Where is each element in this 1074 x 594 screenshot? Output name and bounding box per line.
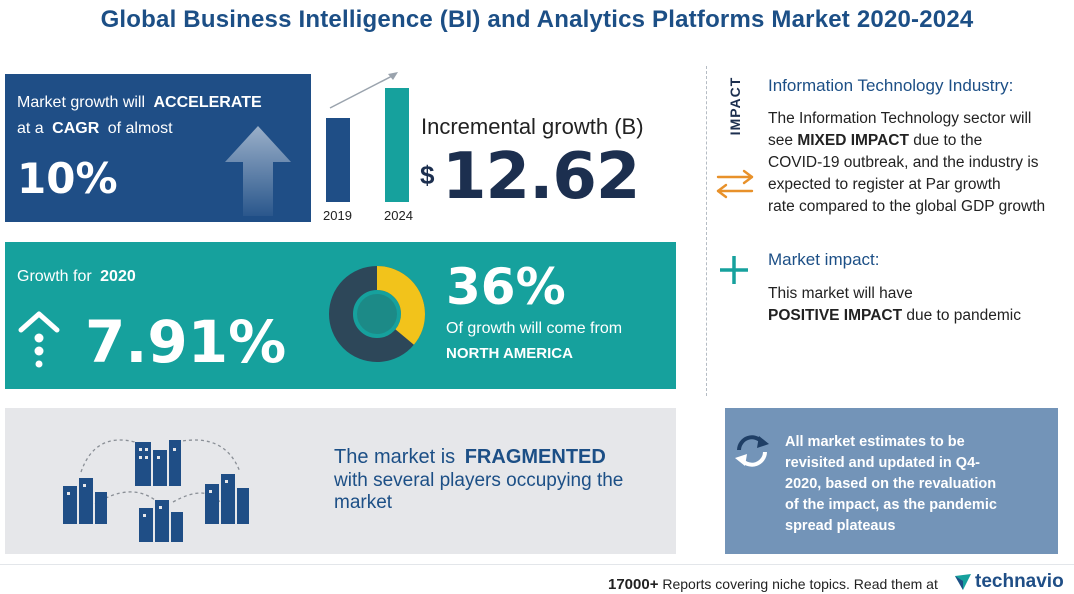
donut-center — [357, 294, 397, 334]
trend-arrow-icon — [388, 72, 398, 80]
note-line4: of the impact, as the pandemic — [785, 497, 997, 513]
industry-heading: Information Technology Industry: — [768, 76, 1014, 95]
incremental-label: Incremental growth (B) — [421, 114, 644, 139]
note-line1: All market estimates to be — [785, 434, 965, 450]
page-title: Global Business Intelligence (BI) and An… — [100, 6, 974, 33]
growth-value: 7.91% — [85, 308, 287, 376]
growth-label: Growth for 2020 — [17, 268, 136, 286]
refresh-icon — [735, 435, 769, 467]
technavio-logo-icon — [955, 574, 971, 590]
fragmented-line1: The market is FRAGMENTED — [334, 446, 606, 469]
industry-line1: The Information Technology sector will — [768, 110, 1032, 127]
industry-line4: expected to register at Par growth — [768, 176, 1001, 193]
region-name: NORTH AMERICA — [446, 345, 573, 362]
region-text: Of growth will come from — [446, 320, 623, 337]
industry-line2-emph: MIXED IMPACT — [797, 132, 909, 149]
industry-line2-suffix: due to the — [913, 132, 983, 149]
footer-count: 17000+ — [608, 576, 659, 593]
buildings-network-icon — [63, 439, 249, 542]
estimates-note-text: All market estimates to be revisited and… — [785, 432, 1051, 537]
market-impact-line2-suffix: due to pandemic — [906, 307, 1021, 324]
trend-line — [329, 73, 397, 109]
region-donut — [329, 266, 425, 362]
industry-line5: rate compared to the global GDP growth — [768, 198, 1046, 215]
cagr-line1-emph: ACCELERATE — [153, 94, 262, 111]
region-share: 36% — [446, 258, 566, 316]
cagr-line2-suffix: of almost — [107, 120, 173, 137]
fragmented-line3: market — [334, 492, 393, 513]
growth-up-icon — [18, 311, 60, 368]
cagr-line2-emph: CAGR — [52, 120, 100, 137]
growth-label-year: 2020 — [100, 268, 136, 285]
year-start-label: 2019 — [323, 208, 352, 223]
year-end-label: 2024 — [384, 208, 413, 223]
market-impact-heading: Market impact: — [768, 250, 880, 269]
cagr-panel: Market growth will ACCELERATE at a CAGR … — [5, 74, 311, 222]
cagr-line1: Market growth will ACCELERATE — [17, 94, 262, 112]
industry-line3: COVID-19 outbreak, and the industry is — [768, 154, 1039, 171]
industry-line2: see MIXED IMPACT due to the — [768, 130, 1074, 152]
incremental-value: 12.62 — [442, 140, 640, 214]
cagr-line1-prefix: Market growth will — [17, 94, 146, 111]
bar-2019 — [326, 118, 350, 202]
industry-text: The Information Technology sector will s… — [768, 108, 1074, 218]
fragmented-line2: with several players occupying the — [334, 470, 624, 491]
footer-caption: Reports covering niche topics. Read them… — [662, 576, 938, 592]
note-line2: revisited and updated in Q4- — [785, 455, 980, 471]
footer-divider — [0, 564, 1074, 565]
industry-line2-prefix: see — [768, 132, 793, 149]
growth-label-prefix: Growth for — [17, 268, 92, 285]
incremental-bars — [326, 72, 409, 202]
cagr-line2: at a CAGR of almost — [17, 120, 173, 138]
impact-vertical-label: IMPACT — [727, 76, 743, 136]
impact-divider — [706, 66, 707, 396]
note-line5: spread plateaus — [785, 518, 896, 534]
cagr-value: 10% — [17, 154, 118, 203]
currency-symbol: $ — [420, 160, 435, 190]
technavio-brand[interactable]: technavio — [975, 571, 1064, 592]
cagr-line2-prefix: at a — [17, 120, 44, 137]
footer-text: 17000+ Reports covering niche topics. Re… — [608, 576, 938, 593]
fragmented-line1-emph: FRAGMENTED — [464, 446, 606, 468]
market-impact-line1: This market will have — [768, 285, 913, 302]
market-impact-line2: POSITIVE IMPACT due to pandemic — [768, 305, 1068, 327]
fragmented-line1-prefix: The market is — [334, 446, 456, 468]
donut-share-arc — [329, 266, 425, 362]
up-arrow-icon — [225, 126, 291, 216]
mixed-impact-arrows-icon — [716, 169, 754, 199]
growth-panel: Growth for 2020 7.91% 36% Of growth will… — [5, 242, 676, 389]
bar-2024 — [385, 88, 409, 202]
estimates-note-panel: All market estimates to be revisited and… — [725, 408, 1058, 554]
note-line3: 2020, based on the revaluation — [785, 476, 997, 492]
market-impact-line2-emph: POSITIVE IMPACT — [768, 307, 903, 324]
market-impact-text: This market will have POSITIVE IMPACT du… — [768, 283, 1068, 327]
plus-icon — [720, 256, 748, 284]
fragmented-panel: The market is FRAGMENTED with several pl… — [5, 408, 676, 554]
